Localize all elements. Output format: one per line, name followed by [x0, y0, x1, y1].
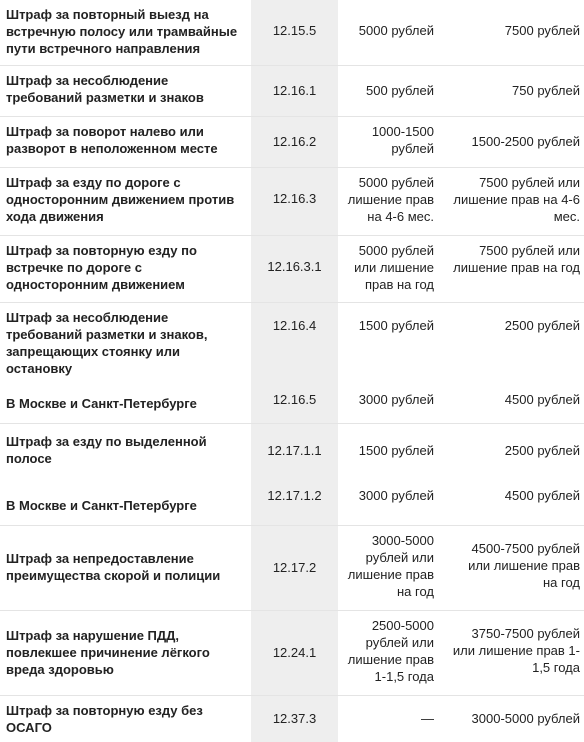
table-row: Штраф за нарушение ПДД, повлекшее причин…: [0, 610, 584, 696]
article-number: 12.17.2: [251, 525, 338, 611]
article-number: 12.17.1.1: [251, 423, 338, 483]
article-number: 12.15.5: [251, 0, 338, 66]
repeat-penalty: 1500-2500 рублей: [446, 116, 584, 168]
table-row: Штраф за езду по выделенной полосе 12.17…: [0, 423, 584, 483]
violation-name: Штраф за повторный выезд на встречную по…: [0, 0, 251, 66]
violation-name: В Москве и Санкт-Петербурге: [0, 483, 251, 526]
repeat-penalty: 7500 рублей или лишение прав на год: [446, 235, 584, 303]
table-row: Штраф за повторную езду по встречке по д…: [0, 235, 584, 303]
article-number: 12.16.5: [251, 385, 338, 424]
repeat-penalty: 2500 рублей: [504, 317, 580, 333]
table-row: Штраф за повторный выезд на встречную по…: [0, 0, 584, 66]
violation-name: Штраф за повторную езду по встречке по д…: [0, 235, 251, 303]
repeat-penalty: 3750-7500 рублей или лишение прав 1-1,5 …: [446, 610, 584, 696]
repeat-penalty: 7500 рублей или лишение прав на 4-6 мес.: [446, 167, 584, 236]
violation-name: Штраф за нарушение ПДД, повлекшее причин…: [0, 610, 251, 696]
table-row: Штраф за повторную езду без ОСАГО 12.37.…: [0, 695, 584, 742]
first-penalty: 1500 рублей: [358, 442, 434, 458]
first-penalty: 5000 рублей лишение прав на 4-6 мес.: [338, 167, 446, 236]
table-row: Штраф за езду по дороге с односторонним …: [0, 167, 584, 236]
article-number: 12.16.3: [251, 167, 338, 236]
table-row: Штраф за поворот налево или разворот в н…: [0, 116, 584, 168]
violation-name: Штраф за повторную езду без ОСАГО: [6, 702, 203, 735]
violation-name: Штраф за несоблюдение требований разметк…: [0, 65, 251, 117]
first-penalty: —: [421, 710, 434, 726]
table-row: Штраф за непредоставление преимущества с…: [0, 525, 584, 611]
article-number: 12.16.1: [251, 65, 338, 117]
first-penalty: 2500-5000 рублей или лишение прав 1-1,5 …: [338, 610, 446, 696]
table-row: Штраф за несоблюдение требований разметк…: [0, 302, 584, 385]
first-penalty: 5000 рублей или лишение прав на год: [338, 235, 446, 303]
first-penalty: 3000-5000 рублей или лишение прав на год: [338, 525, 446, 611]
repeat-penalty: 4500 рублей: [446, 385, 584, 424]
first-penalty: 3000 рублей: [338, 483, 446, 526]
repeat-penalty: 3000-5000 рублей: [471, 710, 580, 726]
first-penalty: 5000 рублей: [338, 0, 446, 66]
first-penalty: 3000 рублей: [338, 385, 446, 424]
article-number: 12.17.1.2: [251, 483, 338, 526]
repeat-penalty: 4500 рублей: [446, 483, 584, 526]
violation-name: Штраф за непредоставление преимущества с…: [0, 525, 251, 611]
article-number: 12.37.3: [251, 695, 338, 742]
table-row: В Москве и Санкт-Петербурге 12.17.1.2 30…: [0, 483, 584, 526]
violation-name: Штраф за езду по дороге с односторонним …: [0, 167, 251, 236]
table-row: В Москве и Санкт-Петербурге 12.16.5 3000…: [0, 385, 584, 424]
article-number: 12.16.4: [251, 302, 338, 385]
article-number: 12.16.3.1: [251, 235, 338, 303]
violation-name: В Москве и Санкт-Петербурге: [0, 385, 251, 424]
first-penalty: 1000-1500 рублей: [338, 116, 446, 168]
first-penalty: 1500 рублей: [358, 317, 434, 333]
article-number: 12.24.1: [251, 610, 338, 696]
table-row: Штраф за несоблюдение требований разметк…: [0, 65, 584, 117]
repeat-penalty: 4500-7500 рублей или лишение прав на год: [446, 525, 584, 611]
repeat-penalty: 7500 рублей: [446, 0, 584, 66]
article-number: 12.16.2: [251, 116, 338, 168]
violation-name: Штраф за поворот налево или разворот в н…: [0, 116, 251, 168]
repeat-penalty: 2500 рублей: [504, 442, 580, 458]
repeat-penalty: 750 рублей: [446, 65, 584, 117]
violation-name: Штраф за езду по выделенной полосе: [6, 433, 207, 466]
first-penalty: 500 рублей: [338, 65, 446, 117]
violation-name: Штраф за несоблюдение требований разметк…: [6, 309, 208, 376]
